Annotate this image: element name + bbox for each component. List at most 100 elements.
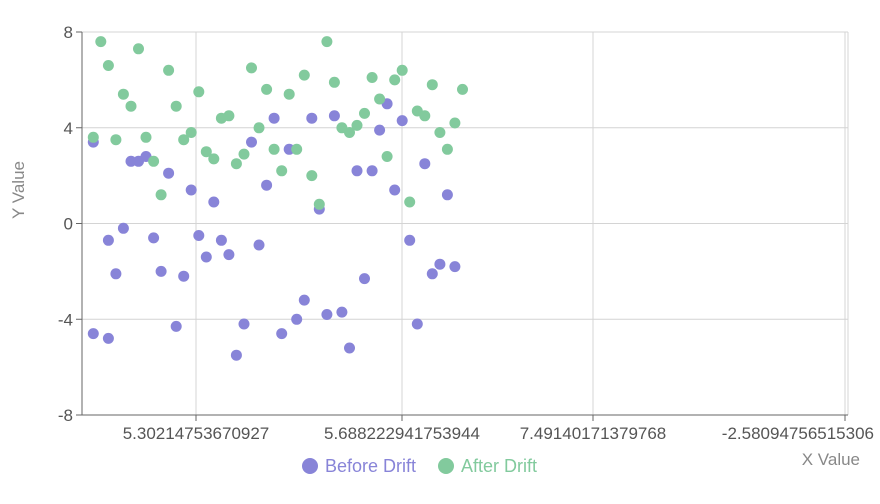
scatter-point (163, 167, 175, 179)
scatter-point (230, 349, 242, 361)
series-before-drift (87, 98, 461, 361)
scatter-point (117, 88, 129, 100)
scatter-point (298, 69, 310, 81)
legend-marker (302, 458, 318, 474)
scatter-point (306, 170, 318, 182)
legend-label: After Drift (461, 456, 537, 476)
data-points (87, 36, 468, 361)
scatter-point (133, 43, 144, 55)
scatter-point (178, 134, 190, 146)
scatter-point (185, 127, 197, 138)
scatter-point (170, 320, 182, 332)
scatter-point (102, 332, 114, 344)
scatter-point (419, 158, 431, 170)
scatter-point (366, 72, 378, 83)
x-tick-label: 5.30214753670927 (123, 424, 270, 443)
scatter-point (457, 83, 468, 95)
scatter-point (95, 36, 107, 48)
scatter-point (328, 76, 340, 88)
scatter-point (283, 88, 295, 100)
scatter-point (155, 189, 167, 201)
scatter-point (389, 184, 401, 196)
scatter-point (434, 127, 446, 138)
scatter-point (163, 64, 175, 76)
scatter-point (298, 294, 310, 306)
scatter-point (396, 64, 408, 76)
scatter-point (374, 93, 386, 105)
y-tick-label: 8 (64, 23, 73, 42)
scatter-point (200, 146, 212, 158)
scatter-point (102, 234, 114, 246)
scatter-point (396, 115, 408, 127)
scatter-point (411, 318, 423, 330)
scatter-point (366, 165, 378, 177)
scatter-point (313, 198, 325, 210)
x-axis-title: X Value (802, 450, 860, 469)
scatter-point (238, 148, 250, 160)
scatter-point (426, 268, 438, 280)
scatter-point (223, 249, 235, 261)
y-axis-title: Y Value (9, 161, 28, 219)
series-after-drift (87, 36, 468, 210)
y-tick-label: 4 (64, 119, 73, 138)
y-tick-label: 0 (64, 215, 73, 234)
scatter-point (276, 328, 288, 340)
scatter-point (419, 110, 431, 122)
legend-label: Before Drift (325, 456, 416, 476)
scatter-point (404, 234, 416, 246)
scatter-point (140, 131, 152, 143)
x-tick-label: -2.58094756515306 (722, 424, 874, 443)
scatter-point (246, 62, 257, 74)
scatter-point (148, 155, 160, 167)
scatter-point (261, 179, 273, 191)
y-tick-label: -4 (58, 310, 73, 329)
scatter-point (336, 306, 348, 318)
x-axis-ticks: 5.30214753670927 5.688222941753944 7.49140… (123, 415, 874, 443)
scatter-point (193, 86, 205, 98)
scatter-point (321, 309, 333, 320)
scatter-point (426, 79, 438, 91)
scatter-point (449, 261, 461, 273)
scatter-point (344, 342, 355, 354)
scatter-point (200, 251, 212, 263)
y-axis-ticks: 8 4 0 -4 -8 (58, 23, 82, 425)
scatter-point (306, 112, 318, 124)
scatter-point (87, 131, 99, 143)
scatter-point (449, 117, 461, 129)
scatter-point (261, 83, 273, 95)
scatter-point (434, 258, 446, 270)
scatter-point (215, 234, 227, 246)
scatter-point (351, 119, 363, 131)
scatter-point (441, 143, 453, 155)
scatter-point (321, 36, 333, 48)
scatter-point (178, 270, 190, 282)
scatter-point (208, 196, 220, 208)
scatter-point (238, 318, 250, 330)
scatter-point (359, 107, 370, 119)
scatter-point (193, 230, 205, 241)
legend: Before Drift After Drift (302, 456, 537, 476)
scatter-point (359, 273, 370, 285)
scatter-point (291, 313, 303, 325)
scatter-point (117, 222, 129, 234)
scatter-point (253, 122, 265, 134)
scatter-point (328, 110, 340, 122)
scatter-point (374, 124, 386, 136)
scatter-point (276, 165, 288, 177)
x-tick-label: 5.688222941753944 (324, 424, 480, 443)
x-tick-label: 7.49140171379768 (520, 424, 667, 443)
scatter-point (389, 74, 401, 86)
scatter-point (170, 100, 182, 112)
scatter-point (351, 165, 363, 177)
scatter-point (125, 100, 137, 112)
scatter-point (110, 268, 122, 280)
scatter-point (102, 60, 114, 71)
scatter-point (185, 184, 197, 196)
scatter-point (223, 110, 235, 122)
scatter-point (344, 127, 355, 138)
scatter-point (291, 143, 303, 155)
scatter-point (148, 232, 160, 244)
scatter-point (268, 112, 280, 124)
scatter-point (441, 189, 453, 201)
